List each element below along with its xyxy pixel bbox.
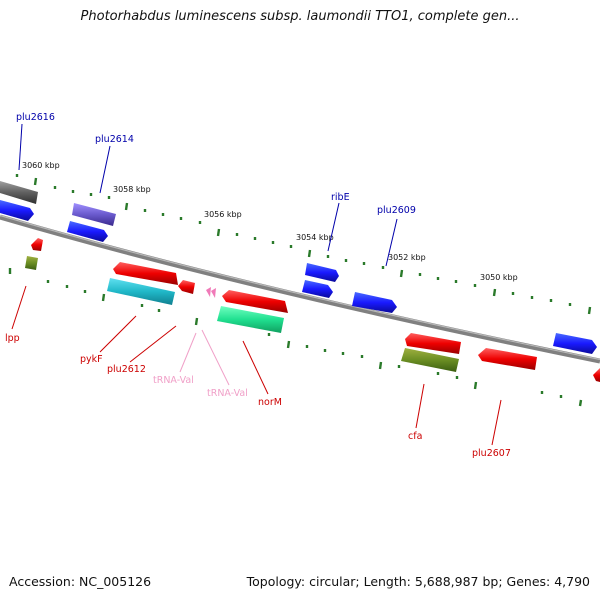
gene-block-plu2609[interactable] [352,292,397,313]
gene-label-norM[interactable]: norM [258,397,282,408]
gene-label-cfa[interactable]: cfa [408,431,422,442]
gene-block-mint[interactable] [217,306,284,333]
gene-block-blue-2[interactable] [67,221,108,242]
leader-lines-reverse [11,285,502,446]
gene-block-plu2612[interactable] [107,278,175,305]
trna-val-arrow-2[interactable] [211,288,216,298]
gene-block-plu2614[interactable] [72,203,116,226]
gene-block-cfa[interactable] [405,333,461,354]
gene-block-olive[interactable] [401,348,459,372]
gene-block-norM[interactable] [222,290,288,313]
topology-summary: Topology: circular; Length: 5,688,987 bp… [246,574,590,589]
gene-block-ribE[interactable] [305,263,339,282]
scale-label-3060: 3060 kbp [22,161,60,170]
accession-text: Accession: NC_005126 [9,574,152,589]
leader-lines-forward [18,123,398,267]
gene-block-lpp[interactable] [31,238,43,251]
gene-block-red-edge[interactable] [593,368,600,382]
gene-block-grey[interactable] [0,181,38,204]
gene-block-blue-3[interactable] [302,280,333,298]
gene-label-plu2609[interactable]: plu2609 [377,205,416,216]
scale-ticks-outer [15,174,592,315]
scale-label-3052: 3052 kbp [388,253,426,262]
scale-label-3056: 3056 kbp [204,210,242,219]
feature-blocks-reverse [25,238,600,382]
gene-block-plu2607[interactable] [478,348,537,370]
gene-label-plu2607[interactable]: plu2607 [472,448,511,459]
scale-label-3054: 3054 kbp [296,233,334,242]
gene-label-plu2612[interactable]: plu2612 [107,364,146,375]
gene-label-plu2616[interactable]: plu2616 [16,112,55,123]
gene-label-lpp[interactable]: lpp [5,333,20,344]
gene-block-red-small[interactable] [178,280,195,294]
gene-label-trna-val-2[interactable]: tRNA-Val [207,388,248,399]
gene-block-pykF[interactable] [113,262,178,285]
gene-label-pykF[interactable]: pykF [80,354,103,365]
gene-label-ribE[interactable]: ribE [331,192,350,203]
gene-label-plu2614[interactable]: plu2614 [95,134,134,145]
gene-block-blue-1[interactable] [0,200,34,221]
trna-val-arrow-1[interactable] [206,287,211,297]
gene-label-trna-val-1[interactable]: tRNA-Val [153,375,194,386]
scale-label-3050: 3050 kbp [480,273,518,282]
backbone [0,214,600,364]
map-title: Photorhabdus luminescens subsp. laumondi… [80,9,520,24]
feature-blocks-forward [0,181,597,354]
scale-label-3058: 3058 kbp [113,185,151,194]
backbone-highlight [0,214,600,361]
gene-block-olive-small[interactable] [25,256,38,270]
gene-block-blue-4[interactable] [553,333,597,354]
scale-ticks-inner [8,268,583,407]
